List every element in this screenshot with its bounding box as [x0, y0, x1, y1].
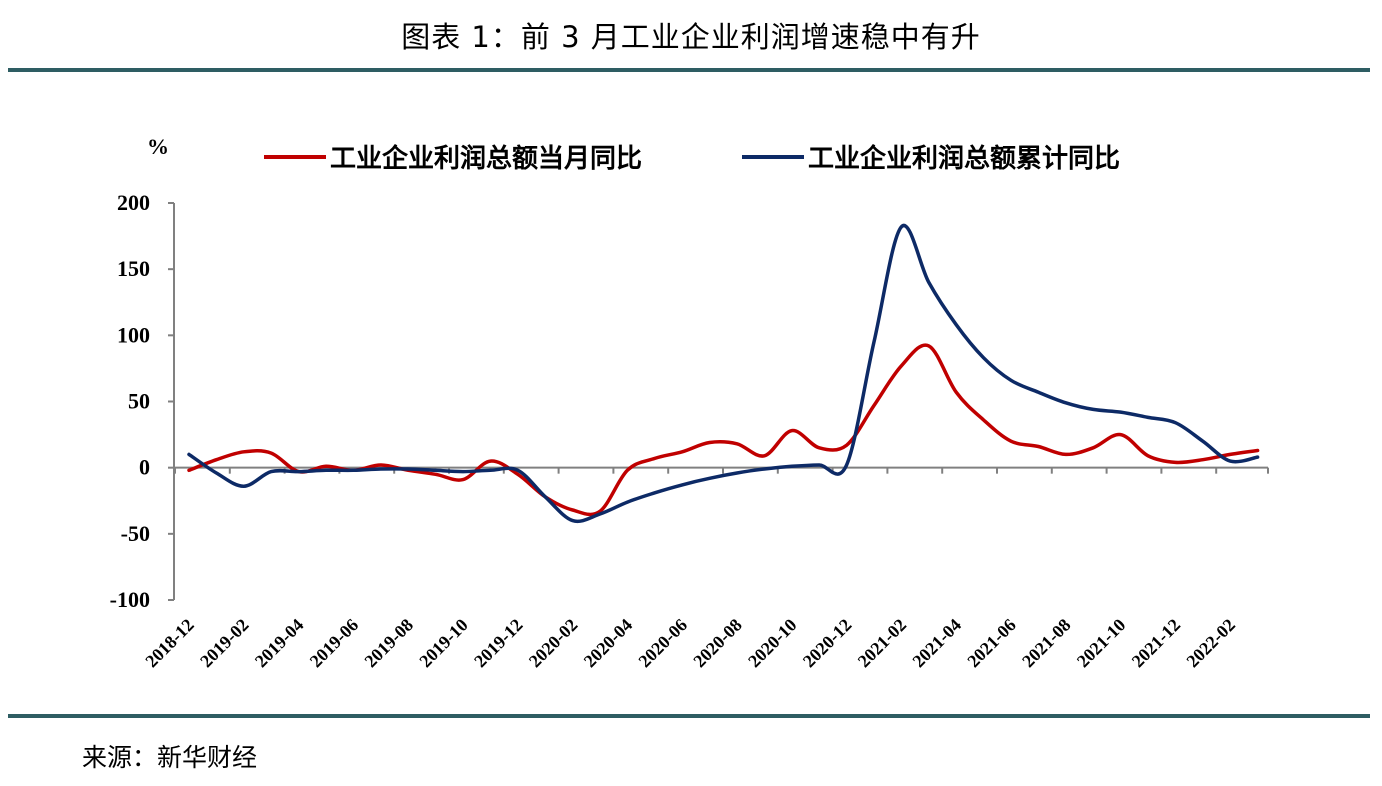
legend-label-cumulative: 工业企业利润总额累计同比	[808, 143, 1120, 174]
legend: 工业企业利润总额当月同比 工业企业利润总额累计同比	[264, 143, 1120, 174]
x-tick-label: 2021-06	[963, 615, 1020, 672]
y-tick-label: 200	[117, 190, 150, 215]
bottom-rule	[8, 714, 1370, 718]
x-tick-label: 2019-02	[196, 615, 253, 672]
series-line-monthly-yoy	[187, 343, 1260, 517]
x-tick-label: 2020-12	[799, 615, 856, 672]
x-tick-label: 2020-02	[525, 615, 582, 672]
y-tick-label: 50	[128, 389, 150, 414]
source-note: 来源：新华财经	[82, 743, 258, 772]
x-tick-label: 2021-10	[1073, 615, 1130, 672]
x-tick-label: 2021-08	[1018, 615, 1075, 672]
x-tick-label: 2020-04	[580, 615, 637, 672]
y-tick-label: -50	[121, 521, 150, 546]
legend-label-monthly: 工业企业利润总额当月同比	[330, 143, 642, 174]
x-tick-label: 2021-04	[908, 615, 965, 672]
x-tick-label: 2022-02	[1182, 615, 1239, 672]
y-tick-label: 150	[117, 256, 150, 281]
top-rule	[8, 68, 1370, 72]
series-line-cumulative-yoy	[187, 223, 1260, 524]
y-tick-label: 100	[117, 322, 150, 347]
x-tick-label: 2020-08	[689, 615, 746, 672]
x-tick-label: 2020-10	[744, 615, 801, 672]
x-tick-label: 2019-04	[251, 615, 308, 672]
x-tick-label: 2019-08	[360, 615, 417, 672]
x-tick-label: 2021-02	[854, 615, 911, 672]
y-tick-label: -100	[110, 587, 150, 612]
x-tick-label: 2020-06	[634, 615, 691, 672]
x-tick-label: 2019-06	[306, 615, 363, 672]
y-tick-label: 0	[139, 455, 150, 480]
y-axis-unit: %	[147, 134, 169, 159]
x-tick-label: 2021-12	[1128, 615, 1185, 672]
x-tick-label: 2019-10	[415, 615, 472, 672]
x-tick-label: 2019-12	[470, 615, 527, 672]
chart-title: 图表 1：前 3 月工业企业利润增速稳中有升	[401, 20, 981, 54]
series-lines	[187, 223, 1260, 524]
axes: 200 150 100 50 0 -50 -100 2018-122019-022019-04…	[110, 190, 1269, 672]
x-tick-label: 2018-12	[141, 615, 198, 672]
